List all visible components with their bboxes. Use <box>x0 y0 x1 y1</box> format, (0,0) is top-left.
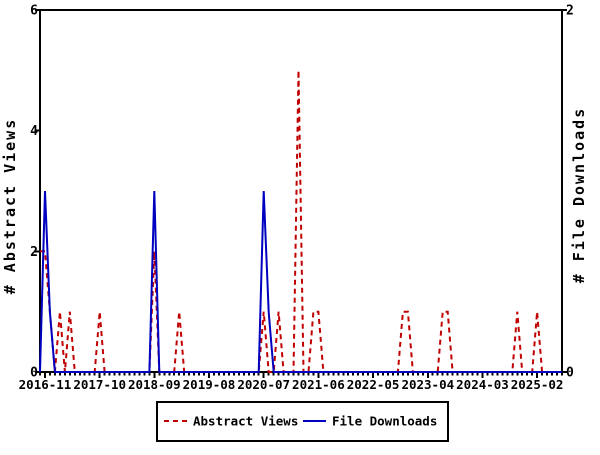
axis-ticks: 2016-11 2017-10 2018-09 2019-08 2020-07 2021-… <box>19 4 574 393</box>
legend-box <box>156 401 449 442</box>
x-tick-label: 2016-11 <box>19 377 72 392</box>
y2-tick-label: 2 <box>566 4 574 19</box>
x-tick-label: 2023-04 <box>401 377 454 392</box>
series-line-abstract-views <box>40 70 562 373</box>
y-tick-label: 2 <box>30 245 38 260</box>
x-tick-label: 2022-05 <box>347 377 400 392</box>
series-line-file-downloads <box>39 190 562 373</box>
y-tick-label: 6 <box>30 4 38 19</box>
x-tick-label: 2017-10 <box>73 377 126 392</box>
y-tick-label: 0 <box>30 366 38 381</box>
series-layer <box>39 70 562 373</box>
x-tick-label: 2018-09 <box>128 377 181 392</box>
y2-tick-label: 0 <box>566 366 574 381</box>
y2-axis-title: # File Downloads <box>570 107 588 284</box>
x-tick-label: 2024-03 <box>456 377 509 392</box>
y-axis-title: # Abstract Views <box>1 118 19 295</box>
legend-label-abstract-views: Abstract Views <box>193 414 298 429</box>
x-tick-label: 2020-07 <box>237 377 290 392</box>
x-tick-label: 2019-08 <box>183 377 236 392</box>
legend: Abstract Views File Downloads <box>156 401 449 442</box>
legend-label-file-downloads: File Downloads <box>332 414 437 429</box>
x-tick-label: 2021-06 <box>292 377 345 392</box>
y-tick-label: 4 <box>30 124 38 139</box>
x-tick-label: 2025-02 <box>511 377 564 392</box>
